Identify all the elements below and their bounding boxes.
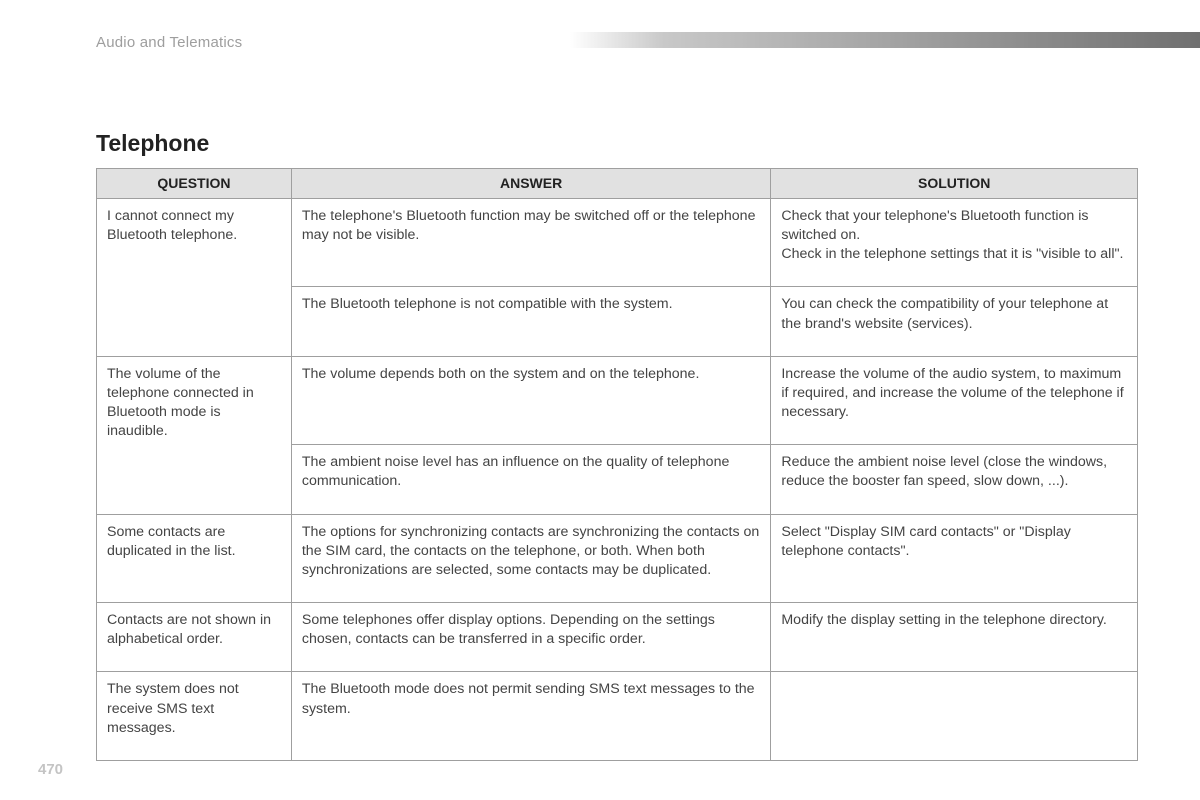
col-header-answer: ANSWER xyxy=(291,169,771,199)
table-header-row: QUESTION ANSWER SOLUTION xyxy=(97,169,1138,199)
table-row: Some contacts are duplicated in the list… xyxy=(97,514,1138,603)
cell-answer: The options for synchronizing contacts a… xyxy=(291,514,771,603)
cell-question: The system does not receive SMS text mes… xyxy=(97,672,292,761)
cell-answer: The telephone's Bluetooth function may b… xyxy=(291,198,771,287)
page-number: 470 xyxy=(38,761,63,778)
header-gradient-band xyxy=(570,32,1200,48)
cell-solution: Reduce the ambient noise level (close th… xyxy=(771,445,1138,514)
troubleshooting-table: QUESTION ANSWER SOLUTION I cannot connec… xyxy=(96,168,1138,761)
table-row: I cannot connect my Bluetooth telephone.… xyxy=(97,198,1138,287)
cell-answer: The volume depends both on the system an… xyxy=(291,356,771,445)
cell-answer: Some telephones offer display options. D… xyxy=(291,603,771,672)
cell-question: I cannot connect my Bluetooth telephone. xyxy=(97,198,292,356)
cell-solution xyxy=(771,672,1138,761)
cell-question: Some contacts are duplicated in the list… xyxy=(97,514,292,603)
cell-solution: You can check the compatibility of your … xyxy=(771,287,1138,356)
table-row: Contacts are not shown in alphabetical o… xyxy=(97,603,1138,672)
table-row: The volume of the telephone connected in… xyxy=(97,356,1138,445)
cell-solution: Select "Display SIM card contacts" or "D… xyxy=(771,514,1138,603)
cell-question: Contacts are not shown in alphabetical o… xyxy=(97,603,292,672)
troubleshooting-table-container: QUESTION ANSWER SOLUTION I cannot connec… xyxy=(96,168,1138,761)
section-name: Audio and Telematics xyxy=(96,34,242,51)
cell-question: The volume of the telephone connected in… xyxy=(97,356,292,514)
col-header-solution: SOLUTION xyxy=(771,169,1138,199)
cell-answer: The ambient noise level has an influence… xyxy=(291,445,771,514)
cell-answer: The Bluetooth mode does not permit sendi… xyxy=(291,672,771,761)
cell-solution: Increase the volume of the audio system,… xyxy=(771,356,1138,445)
col-header-question: QUESTION xyxy=(97,169,292,199)
page-title: Telephone xyxy=(96,130,209,157)
cell-solution: Modify the display setting in the teleph… xyxy=(771,603,1138,672)
cell-answer: The Bluetooth telephone is not compatibl… xyxy=(291,287,771,356)
table-row: The system does not receive SMS text mes… xyxy=(97,672,1138,761)
cell-solution: Check that your telephone's Bluetooth fu… xyxy=(771,198,1138,287)
table-body: I cannot connect my Bluetooth telephone.… xyxy=(97,198,1138,760)
